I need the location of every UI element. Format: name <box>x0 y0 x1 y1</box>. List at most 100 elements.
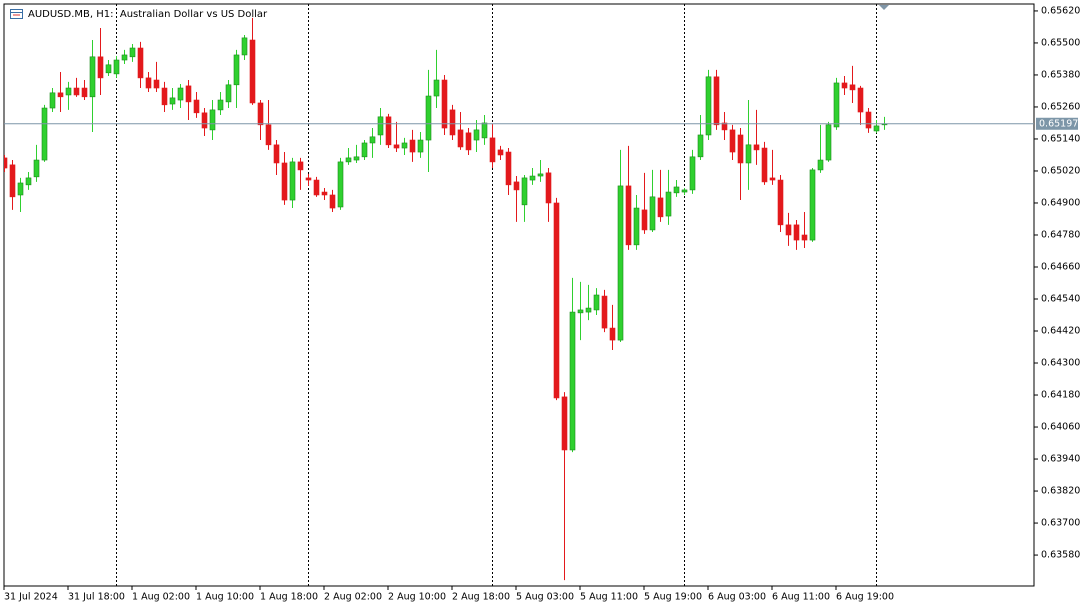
candle-body <box>865 111 872 129</box>
candle-body <box>81 87 88 98</box>
candle-body <box>41 107 48 161</box>
candles <box>4 17 888 581</box>
candle-body <box>553 202 560 399</box>
candle-body <box>169 97 176 105</box>
candle-body <box>57 92 64 98</box>
candle-body <box>657 197 664 218</box>
last-price-box <box>1036 117 1078 130</box>
candle-body <box>89 56 96 98</box>
candle-body <box>233 54 240 86</box>
candle-body <box>281 162 288 201</box>
candle-body <box>681 189 688 193</box>
candle-body <box>161 87 168 106</box>
candle-body <box>457 129 464 148</box>
candle-body <box>521 177 528 206</box>
candle-body <box>153 79 160 89</box>
candle-body <box>689 156 696 191</box>
candle-body <box>697 134 704 158</box>
candle-body <box>481 122 488 139</box>
shift-marker <box>879 5 889 10</box>
candle-body <box>473 129 480 141</box>
candle-body <box>769 177 776 181</box>
candle-body <box>121 54 128 61</box>
x-tick-label: 1 Aug 18:00 <box>260 592 318 603</box>
y-tick-label: 0.64780 <box>1041 229 1080 240</box>
candle-body <box>305 177 312 181</box>
candle-body <box>201 112 208 129</box>
y-tick-label: 0.64900 <box>1041 197 1080 208</box>
y-tick-label: 0.65140 <box>1041 133 1080 144</box>
candle-body <box>713 76 720 126</box>
y-tick-label: 0.65500 <box>1041 37 1080 48</box>
candle-body <box>377 116 384 136</box>
x-tick-label: 6 Aug 11:00 <box>772 592 830 603</box>
axes: 0.65620 0.65500 0.65380 0.65260 0.65140 0.650… <box>3 5 1080 603</box>
candle-body <box>809 169 816 241</box>
candle-body <box>97 56 104 79</box>
candle-body <box>65 87 72 96</box>
candle-body <box>745 144 752 164</box>
y-tick-label: 0.65620 <box>1041 5 1080 16</box>
candle-body <box>857 87 864 113</box>
candle-body <box>177 87 184 101</box>
candle-body <box>441 79 448 129</box>
candle-body <box>529 175 536 181</box>
separators <box>116 4 877 586</box>
candle-body <box>617 185 624 341</box>
candle-body <box>737 134 744 164</box>
candle-body <box>577 309 584 314</box>
plot-frame <box>3 3 1035 587</box>
candle-body <box>465 132 472 151</box>
candle-body <box>297 161 304 171</box>
candle-body <box>497 149 504 156</box>
x-tick-label: 2 Aug 02:00 <box>324 592 382 603</box>
candle-body <box>801 234 808 241</box>
candle-body <box>49 92 56 109</box>
candle-body <box>849 84 856 91</box>
candle-body <box>537 173 544 177</box>
candle-body <box>545 172 552 204</box>
candle-body <box>105 64 112 74</box>
candle-body <box>385 116 392 146</box>
x-tick-label: 31 Jul 18:00 <box>68 592 125 603</box>
candle-body <box>513 181 520 191</box>
candle-body <box>321 191 328 196</box>
candle-body <box>649 196 656 231</box>
candle-body <box>633 207 640 246</box>
x-tick-label: 2 Aug 10:00 <box>388 592 446 603</box>
candle-body <box>25 177 32 186</box>
y-tick-label: 0.63700 <box>1041 518 1080 529</box>
candle-body <box>353 156 360 161</box>
candle-body <box>417 139 424 153</box>
candle-body <box>217 99 224 111</box>
candle-body <box>625 185 632 246</box>
y-tick-label: 0.64660 <box>1041 261 1080 272</box>
candle-body <box>33 159 40 178</box>
candle-body <box>113 59 120 75</box>
candle-body <box>209 109 216 131</box>
y-tick-label: 0.63940 <box>1041 454 1080 465</box>
candle-body <box>825 124 832 161</box>
candle-body <box>4 157 8 169</box>
candle-body <box>337 161 344 208</box>
candle-body <box>593 294 600 311</box>
candle-body <box>257 102 264 126</box>
candle-body <box>225 84 232 103</box>
y-tick-label: 0.63820 <box>1041 486 1080 497</box>
last-price-label: 0.65197 <box>1039 118 1078 129</box>
y-tick-label: 0.65260 <box>1041 101 1080 112</box>
y-tick-label: 0.64300 <box>1041 358 1080 369</box>
x-tick-label: 2 Aug 18:00 <box>452 592 510 603</box>
candle-body <box>489 137 496 163</box>
candle-body <box>569 311 576 451</box>
candle-body <box>313 179 320 196</box>
x-tick-label: 31 Jul 2024 <box>4 592 58 603</box>
candle-body <box>561 396 568 451</box>
candle-body <box>9 164 16 198</box>
x-tick-label: 6 Aug 03:00 <box>708 592 766 603</box>
candle-body <box>433 79 440 97</box>
chart-title: AUDUSD.MB, H1: Australian Dollar vs US D… <box>28 9 268 20</box>
x-tick-label: 5 Aug 03:00 <box>516 592 574 603</box>
